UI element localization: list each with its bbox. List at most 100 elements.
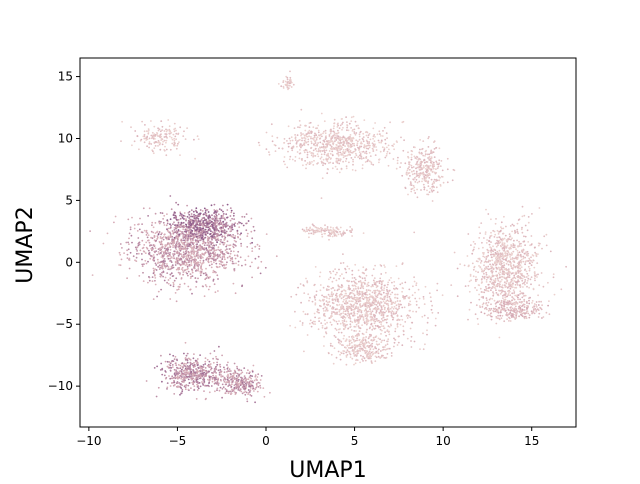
scatter-point bbox=[164, 133, 167, 135]
scatter-point bbox=[414, 181, 417, 183]
scatter-point bbox=[234, 222, 237, 225]
scatter-point bbox=[270, 123, 273, 126]
scatter-point bbox=[275, 255, 278, 258]
scatter-point bbox=[428, 155, 431, 158]
scatter-point bbox=[190, 264, 193, 266]
scatter-point bbox=[159, 275, 162, 278]
scatter-point bbox=[221, 264, 224, 267]
scatter-point bbox=[226, 375, 229, 377]
scatter-point bbox=[310, 325, 313, 328]
scatter-point bbox=[174, 355, 177, 358]
scatter-point bbox=[148, 207, 151, 210]
scatter-point bbox=[260, 375, 263, 377]
scatter-point bbox=[310, 142, 313, 145]
scatter-point bbox=[176, 252, 179, 255]
scatter-point bbox=[229, 226, 232, 229]
scatter-point bbox=[306, 334, 309, 336]
scatter-point bbox=[226, 256, 229, 259]
scatter-point bbox=[254, 388, 257, 391]
scatter-point bbox=[292, 83, 295, 86]
scatter-point bbox=[408, 302, 410, 305]
scatter-point bbox=[360, 157, 363, 160]
scatter-point bbox=[343, 308, 345, 311]
scatter-point bbox=[164, 145, 166, 148]
scatter-point bbox=[425, 180, 428, 183]
scatter-point bbox=[402, 333, 405, 336]
scatter-point bbox=[300, 301, 302, 304]
scatter-point bbox=[382, 325, 385, 328]
scatter-point bbox=[433, 165, 435, 168]
scatter-point bbox=[415, 310, 418, 313]
scatter-point bbox=[178, 258, 181, 261]
scatter-point bbox=[309, 296, 311, 299]
scatter-point bbox=[399, 323, 402, 326]
scatter-point bbox=[241, 264, 243, 267]
scatter-point bbox=[407, 193, 409, 196]
scatter-point bbox=[300, 158, 303, 161]
scatter-point bbox=[205, 273, 208, 276]
scatter-point bbox=[200, 223, 203, 226]
scatter-point bbox=[322, 286, 325, 289]
scatter-point bbox=[153, 133, 156, 136]
scatter-point bbox=[410, 184, 413, 187]
scatter-point bbox=[358, 330, 361, 333]
scatter-point bbox=[213, 350, 216, 352]
scatter-point bbox=[327, 293, 330, 296]
scatter-point bbox=[202, 384, 205, 386]
scatter-point bbox=[136, 250, 139, 252]
scatter-point bbox=[145, 380, 148, 382]
scatter-point bbox=[195, 262, 198, 265]
scatter-point bbox=[355, 323, 358, 326]
scatter-point bbox=[145, 234, 148, 236]
scatter-point bbox=[381, 318, 383, 320]
scatter-point bbox=[147, 239, 150, 242]
scatter-point bbox=[367, 147, 370, 150]
scatter-point bbox=[296, 134, 299, 137]
scatter-point bbox=[376, 296, 379, 298]
scatter-point bbox=[359, 131, 362, 134]
scatter-point bbox=[393, 143, 395, 146]
scatter-point bbox=[309, 319, 312, 322]
scatter-point bbox=[344, 138, 347, 140]
scatter-point bbox=[298, 139, 301, 141]
scatter-point bbox=[145, 241, 148, 244]
scatter-point bbox=[169, 246, 172, 249]
scatter-point bbox=[258, 382, 261, 384]
scatter-point bbox=[386, 318, 389, 321]
scatter-point bbox=[184, 357, 187, 359]
scatter-point bbox=[208, 222, 211, 224]
scatter-point bbox=[408, 168, 411, 171]
scatter-point bbox=[163, 374, 166, 377]
scatter-point bbox=[371, 274, 374, 277]
scatter-point bbox=[165, 139, 168, 142]
scatter-point bbox=[163, 224, 166, 226]
scatter-point bbox=[153, 134, 155, 137]
scatter-point bbox=[337, 300, 340, 303]
scatter-point bbox=[310, 137, 312, 140]
scatter-point bbox=[221, 383, 224, 386]
scatter-point bbox=[344, 267, 346, 270]
scatter-point bbox=[205, 248, 208, 251]
scatter-point bbox=[194, 277, 197, 279]
scatter-point bbox=[390, 277, 392, 279]
scatter-point bbox=[211, 231, 214, 234]
scatter-point bbox=[396, 323, 399, 326]
scatter-point bbox=[199, 231, 202, 234]
scatter-point bbox=[178, 376, 181, 379]
scatter-point bbox=[212, 256, 215, 258]
scatter-point bbox=[194, 258, 197, 261]
scatter-point bbox=[186, 369, 189, 372]
scatter-point bbox=[180, 277, 183, 279]
scatter-point bbox=[409, 327, 412, 330]
scatter-point bbox=[177, 367, 180, 370]
scatter-point bbox=[254, 257, 257, 260]
scatter-point bbox=[176, 371, 178, 373]
scatter-point bbox=[176, 262, 179, 265]
scatter-point bbox=[259, 387, 262, 389]
scatter-point bbox=[176, 289, 179, 291]
scatter-point bbox=[340, 153, 343, 155]
scatter-point bbox=[132, 255, 135, 258]
scatter-point bbox=[365, 268, 368, 271]
scatter-point bbox=[216, 379, 219, 382]
scatter-point bbox=[231, 376, 234, 379]
